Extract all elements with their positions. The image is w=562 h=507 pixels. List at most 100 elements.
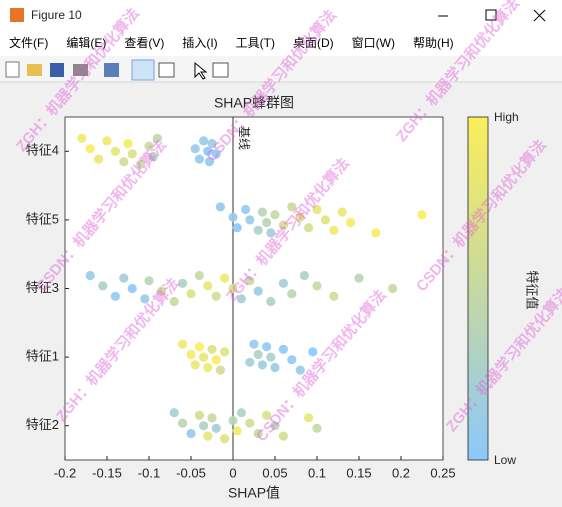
point bbox=[194, 270, 204, 281]
menu-item[interactable]: 查看(V) bbox=[124, 36, 164, 50]
point bbox=[203, 362, 213, 373]
maximize-button[interactable] bbox=[485, 9, 497, 21]
point bbox=[127, 149, 137, 159]
point bbox=[270, 362, 280, 373]
point bbox=[194, 154, 204, 164]
point bbox=[253, 286, 263, 296]
point bbox=[295, 365, 305, 375]
point bbox=[262, 410, 272, 420]
point bbox=[253, 225, 263, 235]
point bbox=[245, 418, 255, 428]
point bbox=[220, 347, 230, 357]
tool-property[interactable] bbox=[212, 62, 229, 78]
baseline-label: 基线 bbox=[237, 126, 251, 150]
x-tick-label: 0.25 bbox=[430, 465, 455, 480]
point bbox=[388, 283, 398, 294]
y-tick-label: 特征4 bbox=[26, 143, 59, 158]
menu-item[interactable]: 工具(T) bbox=[236, 36, 275, 50]
point bbox=[278, 344, 288, 354]
tool-colorbar[interactable] bbox=[131, 59, 155, 81]
point bbox=[295, 212, 305, 222]
point bbox=[77, 133, 87, 143]
point bbox=[85, 270, 95, 281]
point bbox=[123, 138, 133, 149]
close-button[interactable] bbox=[533, 9, 546, 22]
point bbox=[211, 423, 221, 433]
toolbar bbox=[0, 56, 562, 82]
point bbox=[194, 342, 204, 352]
point bbox=[178, 418, 188, 428]
menu-item[interactable]: 窗口(W) bbox=[352, 36, 395, 50]
point bbox=[110, 146, 120, 156]
point bbox=[186, 428, 196, 439]
x-tick-label: 0 bbox=[229, 465, 236, 480]
point bbox=[270, 421, 280, 431]
chart-title: SHAP蜂群图 bbox=[214, 95, 294, 111]
axes-box bbox=[64, 116, 444, 461]
point bbox=[190, 144, 200, 154]
y-tick-label: 特征2 bbox=[26, 417, 59, 432]
point bbox=[152, 133, 162, 143]
tool-legend[interactable] bbox=[158, 62, 175, 78]
tool-open[interactable] bbox=[27, 64, 42, 76]
point bbox=[232, 426, 242, 436]
point bbox=[215, 202, 225, 212]
tool-new[interactable] bbox=[5, 61, 20, 78]
point bbox=[169, 296, 179, 307]
point bbox=[299, 270, 309, 281]
point bbox=[203, 431, 213, 441]
point bbox=[207, 138, 217, 149]
colorbar-high: High bbox=[494, 110, 519, 124]
tool-print[interactable] bbox=[73, 64, 88, 76]
point bbox=[236, 408, 246, 418]
menu-item[interactable]: 桌面(D) bbox=[293, 36, 334, 50]
point bbox=[199, 352, 209, 362]
point bbox=[253, 428, 263, 439]
window-title: Figure 10 bbox=[31, 8, 82, 22]
menu-item[interactable]: 插入(I) bbox=[182, 36, 217, 50]
point bbox=[245, 357, 255, 367]
point bbox=[203, 281, 213, 291]
tool-pointer[interactable] bbox=[194, 61, 208, 80]
colorbar-label: 特征值 bbox=[525, 270, 540, 309]
point bbox=[228, 415, 238, 426]
menu-item[interactable]: 文件(F) bbox=[9, 35, 48, 50]
menu-item[interactable]: 帮助(H) bbox=[413, 36, 454, 50]
x-tick-label: 0.05 bbox=[262, 465, 287, 480]
point bbox=[262, 217, 272, 228]
x-tick-label: -0.2 bbox=[54, 465, 76, 480]
point bbox=[417, 210, 427, 220]
x-tick-label: 0.2 bbox=[392, 465, 410, 480]
point bbox=[148, 151, 158, 162]
point bbox=[190, 360, 200, 370]
tool-link[interactable] bbox=[104, 63, 119, 77]
point bbox=[278, 220, 288, 230]
app-icon bbox=[10, 8, 24, 22]
point bbox=[228, 212, 238, 222]
point bbox=[308, 347, 318, 357]
point bbox=[211, 149, 221, 159]
point bbox=[136, 159, 146, 169]
point bbox=[287, 289, 297, 299]
point bbox=[94, 154, 104, 164]
point bbox=[371, 228, 381, 238]
point bbox=[346, 217, 356, 228]
x-tick-label: -0.1 bbox=[138, 465, 160, 480]
axes-bg bbox=[65, 117, 443, 460]
point bbox=[245, 215, 255, 225]
point bbox=[119, 157, 129, 167]
point bbox=[245, 276, 255, 286]
toolbar-icons bbox=[5, 59, 229, 81]
point bbox=[287, 355, 297, 365]
tool-save[interactable] bbox=[50, 63, 64, 77]
point bbox=[207, 413, 217, 423]
point bbox=[204, 157, 215, 167]
x-tick-label: -0.15 bbox=[92, 465, 122, 480]
menu-item[interactable]: 编辑(E) bbox=[66, 35, 106, 50]
point bbox=[304, 413, 314, 423]
point bbox=[312, 281, 322, 291]
point bbox=[144, 276, 154, 286]
x-tick-label: 0.15 bbox=[346, 465, 371, 480]
point bbox=[157, 286, 167, 296]
